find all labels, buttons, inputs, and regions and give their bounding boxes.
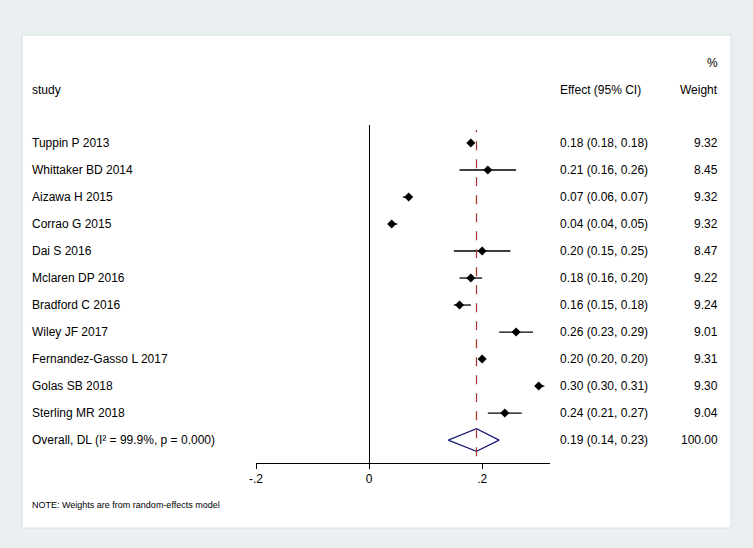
- svg-text:0.07 (0.06, 0.07): 0.07 (0.06, 0.07): [560, 190, 648, 204]
- svg-text:study: study: [32, 83, 61, 97]
- svg-text:Weight: Weight: [680, 83, 718, 97]
- svg-text:%: %: [707, 56, 718, 70]
- svg-text:0: 0: [366, 472, 373, 486]
- svg-text:Effect (95% CI): Effect (95% CI): [560, 83, 641, 97]
- svg-text:0.20 (0.20, 0.20): 0.20 (0.20, 0.20): [560, 352, 648, 366]
- svg-text:Aizawa H 2015: Aizawa H 2015: [32, 190, 113, 204]
- svg-text:Dai S 2016: Dai S 2016: [32, 244, 92, 258]
- svg-text:100.00: 100.00: [681, 433, 718, 447]
- svg-text:9.24: 9.24: [694, 298, 718, 312]
- svg-text:9.22: 9.22: [694, 271, 718, 285]
- svg-text:Corrao G 2015: Corrao G 2015: [32, 217, 112, 231]
- svg-text:0.04 (0.04, 0.05): 0.04 (0.04, 0.05): [560, 217, 648, 231]
- svg-text:Overall, DL (I² = 99.9%, p = 0: Overall, DL (I² = 99.9%, p = 0.000): [32, 433, 215, 447]
- svg-text:8.45: 8.45: [694, 163, 718, 177]
- svg-text:Tuppin P 2013: Tuppin P 2013: [32, 136, 110, 150]
- svg-text:9.04: 9.04: [694, 406, 718, 420]
- svg-text:0.18 (0.16, 0.20): 0.18 (0.16, 0.20): [560, 271, 648, 285]
- svg-text:0.19 (0.14, 0.23): 0.19 (0.14, 0.23): [560, 433, 648, 447]
- svg-text:Fernandez-Gasso L 2017: Fernandez-Gasso L 2017: [32, 352, 168, 366]
- svg-text:0.21 (0.16, 0.26): 0.21 (0.16, 0.26): [560, 163, 648, 177]
- svg-text:9.30: 9.30: [694, 379, 718, 393]
- svg-text:-.2: -.2: [249, 472, 263, 486]
- svg-text:.2: .2: [477, 472, 487, 486]
- svg-text:Golas SB 2018: Golas SB 2018: [32, 379, 113, 393]
- svg-text:0.24 (0.21, 0.27): 0.24 (0.21, 0.27): [560, 406, 648, 420]
- svg-text:9.32: 9.32: [694, 217, 718, 231]
- svg-text:9.31: 9.31: [694, 352, 718, 366]
- svg-text:9.32: 9.32: [694, 190, 718, 204]
- svg-text:0.16 (0.15, 0.18): 0.16 (0.15, 0.18): [560, 298, 648, 312]
- svg-text:0.26 (0.23, 0.29): 0.26 (0.23, 0.29): [560, 325, 648, 339]
- svg-text:NOTE: Weights are from random-: NOTE: Weights are from random-effects mo…: [32, 500, 220, 510]
- svg-text:Wiley JF 2017: Wiley JF 2017: [32, 325, 108, 339]
- svg-text:Whittaker BD 2014: Whittaker BD 2014: [32, 163, 133, 177]
- svg-text:Bradford C 2016: Bradford C 2016: [32, 298, 120, 312]
- svg-text:8.47: 8.47: [694, 244, 718, 258]
- svg-text:0.18 (0.18, 0.18): 0.18 (0.18, 0.18): [560, 136, 648, 150]
- svg-text:Sterling MR 2018: Sterling MR 2018: [32, 406, 125, 420]
- svg-text:9.01: 9.01: [694, 325, 718, 339]
- svg-text:0.30 (0.30, 0.31): 0.30 (0.30, 0.31): [560, 379, 648, 393]
- svg-text:Mclaren DP 2016: Mclaren DP 2016: [32, 271, 125, 285]
- svg-text:9.32: 9.32: [694, 136, 718, 150]
- svg-text:0.20 (0.15, 0.25): 0.20 (0.15, 0.25): [560, 244, 648, 258]
